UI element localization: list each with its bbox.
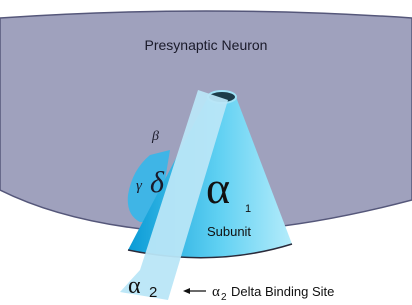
- alpha1-label: Subunit: [207, 224, 251, 239]
- alpha1-symbol: α: [206, 162, 230, 213]
- callout-arrowhead: [183, 288, 190, 294]
- delta-label: δ: [150, 166, 165, 199]
- callout-index: 2: [221, 292, 227, 303]
- beta-label: β: [151, 129, 159, 144]
- alpha1-index: 1: [245, 203, 251, 215]
- alpha2-index: 2: [149, 284, 157, 301]
- alpha2-symbol: α: [128, 273, 141, 299]
- diagram: Presynaptic Neuron β γ δ α 1 Subunit α 2…: [0, 0, 412, 305]
- region-label: Presynaptic Neuron: [145, 37, 268, 53]
- callout-symbol: α: [212, 284, 220, 300]
- callout-label: Delta Binding Site: [231, 284, 334, 299]
